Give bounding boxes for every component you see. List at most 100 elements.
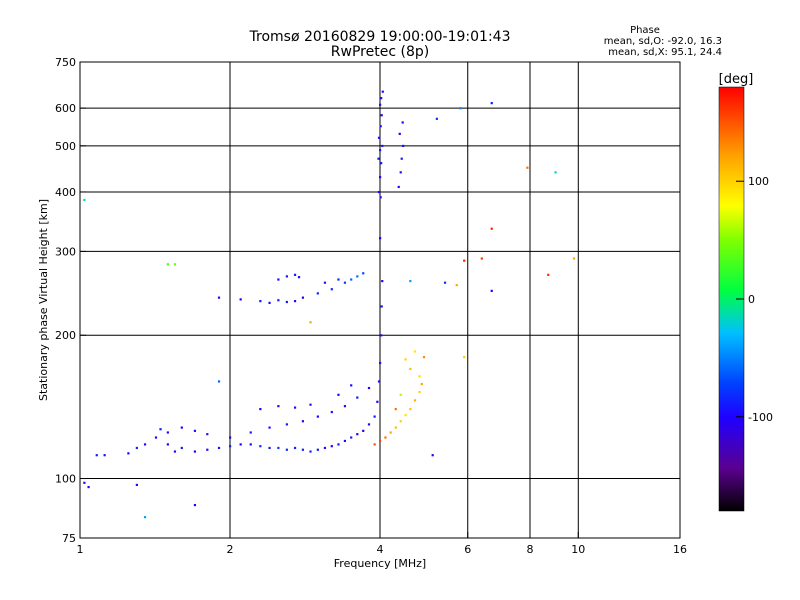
data-point: [409, 367, 412, 371]
data-point: [166, 431, 169, 434]
y-tick-label: 600: [55, 102, 76, 115]
data-point: [404, 358, 407, 361]
data-point: [323, 281, 327, 284]
data-point: [463, 356, 466, 359]
data-point: [404, 413, 407, 417]
data-point: [356, 396, 359, 399]
data-point: [285, 423, 288, 426]
data-point: [389, 431, 392, 434]
data-point: [350, 278, 353, 281]
data-point: [381, 280, 384, 283]
data-point: [373, 443, 376, 446]
data-point: [490, 227, 493, 230]
x-axis-label: Frequency [MHz]: [334, 557, 426, 570]
data-point: [285, 448, 288, 451]
data-point: [301, 420, 305, 423]
data-point: [377, 380, 381, 383]
data-point: [409, 407, 412, 411]
data-point: [83, 481, 86, 484]
data-point: [316, 448, 319, 451]
y-tick-label: 100: [55, 473, 76, 486]
data-point: [83, 198, 86, 202]
phase-stats-x: mean, sd,X: 95.1, 24.4: [608, 47, 722, 58]
data-point: [206, 433, 209, 436]
colorbar-tick-label: 100: [748, 175, 769, 188]
data-point: [384, 436, 387, 439]
data-point: [206, 448, 209, 451]
data-point: [330, 445, 333, 448]
data-point: [143, 443, 147, 446]
data-point: [463, 259, 466, 262]
data-point: [173, 263, 177, 266]
y-tick-label: 200: [55, 329, 76, 342]
data-point: [377, 190, 381, 194]
data-point: [285, 275, 288, 278]
data-point: [399, 393, 402, 396]
data-point: [397, 185, 400, 189]
data-point: [381, 90, 384, 93]
data-point: [293, 406, 297, 409]
data-point: [343, 405, 347, 408]
data-point: [143, 516, 147, 519]
data-point: [285, 300, 288, 304]
phase-stats-heading: Phase: [630, 25, 660, 36]
data-point: [380, 334, 383, 337]
data-point: [379, 103, 382, 106]
data-point: [309, 450, 312, 453]
data-point: [268, 426, 271, 429]
data-point: [401, 121, 404, 124]
x-tick-label: 1: [77, 543, 84, 556]
data-point: [193, 503, 197, 507]
data-point: [268, 446, 271, 450]
data-point: [381, 144, 384, 148]
chart-title: Tromsø 20160829 19:00:00-19:01:43: [249, 29, 511, 45]
data-point: [367, 386, 371, 390]
data-point: [166, 443, 169, 446]
data-point: [409, 280, 412, 283]
data-point: [166, 263, 169, 266]
y-axis-ticks: 75 100 200 300 400 500 600 750: [55, 56, 86, 545]
data-point: [547, 273, 550, 276]
data-point: [399, 420, 402, 423]
data-point: [356, 433, 359, 436]
x-axis-ticks: 1 2 4 6 8 10 16: [77, 532, 687, 556]
data-point: [402, 144, 405, 148]
data-point: [350, 384, 353, 387]
data-point: [343, 281, 347, 284]
data-point: [309, 321, 312, 324]
data-point: [277, 405, 280, 408]
data-point: [379, 237, 382, 240]
data-point: [316, 415, 319, 418]
data-point: [379, 148, 382, 152]
data-point: [217, 380, 221, 383]
data-point: [259, 445, 262, 448]
data-point: [490, 102, 493, 105]
data-point: [356, 275, 359, 278]
data-point: [337, 443, 340, 446]
data-point: [95, 454, 98, 457]
data-point: [277, 446, 280, 450]
y-axis-label: Stationary phase Virtual Height [km]: [37, 199, 50, 401]
data-point: [413, 399, 417, 402]
colorbar-tick-label: 0: [748, 293, 755, 306]
data-point: [398, 132, 401, 135]
data-point: [249, 443, 252, 446]
data-point: [87, 485, 90, 489]
data-point: [323, 446, 327, 450]
grid-lines: [80, 62, 680, 538]
y-tick-label: 75: [62, 532, 76, 545]
data-point: [379, 196, 382, 199]
data-point: [127, 452, 130, 455]
data-point: [362, 429, 365, 432]
colorbar-ticks: 100 0 -100: [736, 175, 773, 424]
data-point: [376, 400, 379, 403]
data-point: [293, 300, 297, 303]
data-point: [380, 114, 383, 117]
data-point: [455, 284, 458, 287]
data-point: [229, 445, 232, 448]
data-point: [379, 175, 382, 179]
data-point: [293, 273, 297, 276]
data-point: [394, 426, 397, 429]
data-point: [135, 446, 138, 450]
